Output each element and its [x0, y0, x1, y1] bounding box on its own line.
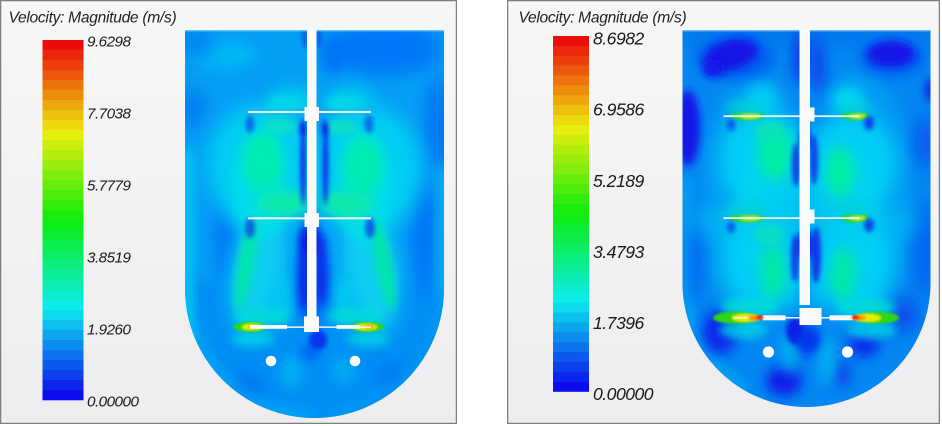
- svg-text:Velocity: Magnitude (m/s): Velocity: Magnitude (m/s): [519, 10, 687, 27]
- svg-text:1.7396: 1.7396: [593, 313, 645, 333]
- svg-text:3.4793: 3.4793: [593, 242, 645, 262]
- svg-text:1.9260: 1.9260: [87, 322, 132, 339]
- svg-text:9.6298: 9.6298: [87, 34, 132, 51]
- svg-text:7.7038: 7.7038: [87, 106, 132, 123]
- svg-text:0.00000: 0.00000: [593, 384, 654, 404]
- svg-text:8.6982: 8.6982: [593, 29, 645, 49]
- svg-text:5.7779: 5.7779: [87, 178, 132, 195]
- svg-text:6.9586: 6.9586: [593, 100, 645, 120]
- svg-text:3.8519: 3.8519: [87, 250, 132, 267]
- svg-text:0.00000: 0.00000: [87, 394, 139, 411]
- svg-text:Velocity: Magnitude (m/s): Velocity: Magnitude (m/s): [9, 10, 177, 27]
- svg-text:5.2189: 5.2189: [593, 171, 645, 191]
